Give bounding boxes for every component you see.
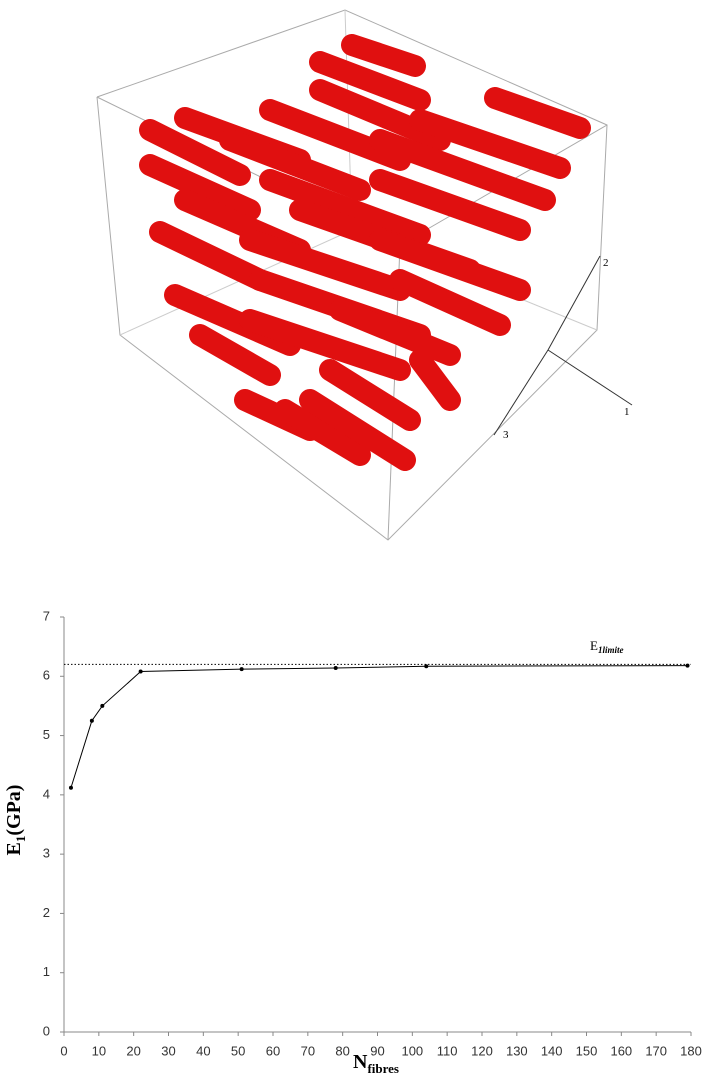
x-tick-label: 70 [301,1043,315,1058]
data-point [333,665,338,670]
axis-label: 2 [603,257,609,269]
y-tick-label: 0 [43,1023,50,1038]
data-point [424,664,429,669]
y-tick-label: 5 [43,727,50,742]
x-tick-label: 20 [126,1043,140,1058]
x-tick-label: 130 [506,1043,528,1058]
y-axis-label: E1(GPa) [3,785,28,856]
data-point [685,663,690,668]
x-tick-label: 120 [471,1043,493,1058]
x-tick-label: 80 [335,1043,349,1058]
x-tick-label: 150 [576,1043,598,1058]
fibres [139,34,591,471]
data-point [239,667,244,672]
x-tick-label: 10 [92,1043,106,1058]
data-line [70,665,688,788]
x-tick-label: 60 [266,1043,280,1058]
x-tick-label: 100 [401,1043,423,1058]
data-point [100,703,105,708]
x-tick-label: 160 [610,1043,632,1058]
axis-label: 3 [503,429,509,441]
x-axis-label: Nfibres [353,1051,399,1076]
y-tick-label: 2 [43,905,50,920]
data-point [138,669,143,674]
y-tick-label: 7 [43,608,50,623]
axis-arrow [547,255,601,351]
y-tick-label: 6 [43,668,50,683]
x-tick-label: 30 [161,1043,175,1058]
axis-label: 1 [624,406,630,418]
x-tick-label: 90 [370,1043,384,1058]
x-tick-label: 40 [196,1043,210,1058]
x-tick-label: 0 [60,1043,67,1058]
axis-arrow [493,349,549,436]
data-point [68,785,73,790]
axis-arrow [547,349,633,406]
data-point [89,718,94,723]
y-tick-label: 4 [43,786,50,801]
x-tick-label: 50 [231,1043,245,1058]
reference-label: E1limite [590,638,623,655]
x-tick-label: 180 [680,1043,702,1058]
x-tick-label: 140 [541,1043,563,1058]
y-tick-label: 3 [43,846,50,861]
x-tick-label: 110 [437,1043,458,1058]
y-tick-label: 1 [43,964,50,979]
x-tick-label: 170 [645,1043,667,1058]
material-axes [493,255,633,436]
